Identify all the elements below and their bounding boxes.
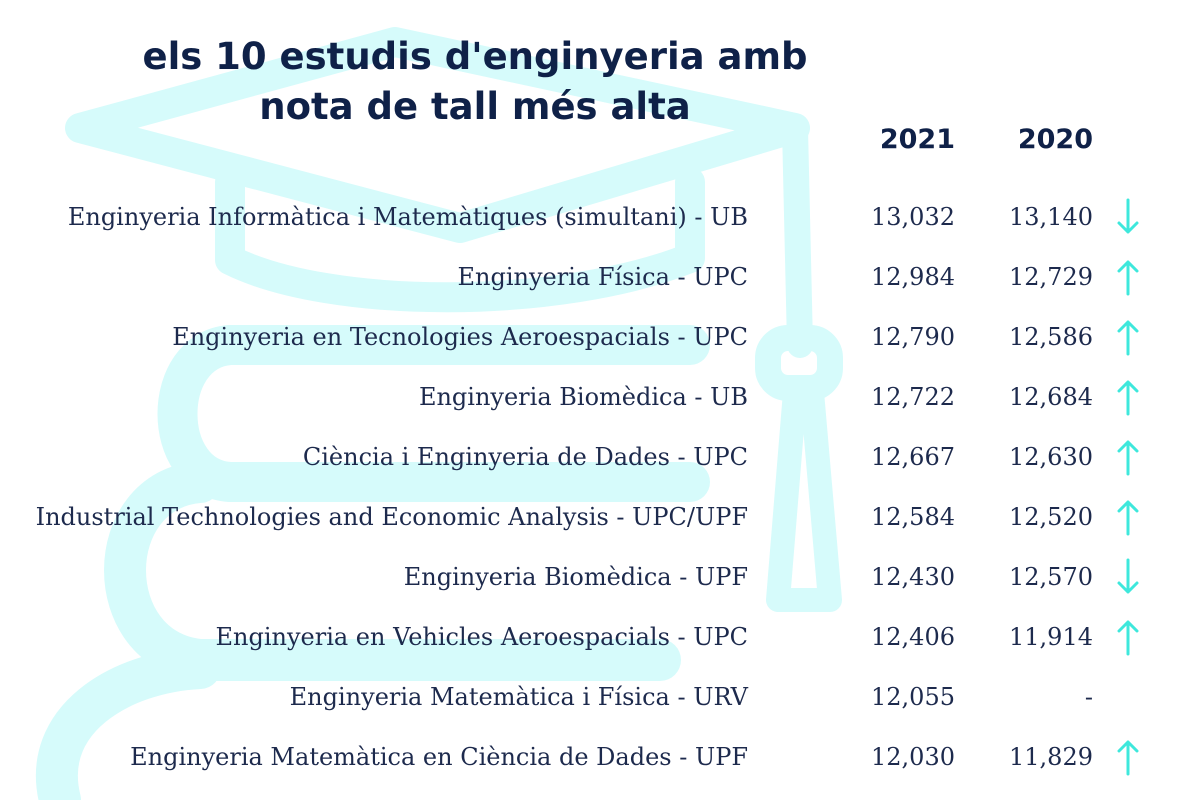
value-2020: 12,684: [1009, 383, 1093, 411]
arrow-up-icon: [1117, 620, 1139, 656]
table-row: Enginyeria en Tecnologies Aeroespacials …: [0, 317, 1200, 357]
table-row: Enginyeria Física - UPC 12,984 12,729: [0, 257, 1200, 297]
arrow-down-icon: [1117, 558, 1139, 594]
table-row: Enginyeria Biomèdica - UPF 12,430 12,570: [0, 557, 1200, 597]
chart-title: els 10 estudis d'enginyeria amb nota de …: [80, 32, 870, 132]
row-label: Ciència i Enginyeria de Dades - UPC: [302, 443, 748, 471]
row-label: Enginyeria Informàtica i Matemàtiques (s…: [67, 203, 748, 231]
row-label: Industrial Technologies and Economic Ana…: [35, 503, 748, 531]
value-2021: 12,030: [871, 743, 955, 771]
value-2020: 12,520: [1009, 503, 1093, 531]
value-2020: 12,729: [1009, 263, 1093, 291]
column-header-2021: 2021: [879, 124, 955, 155]
value-2021: 12,430: [871, 563, 955, 591]
table-row: Ciència i Enginyeria de Dades - UPC 12,66…: [0, 437, 1200, 477]
arrow-up-icon: [1117, 740, 1139, 776]
column-header-2020: 2020: [1017, 124, 1093, 155]
arrow-up-icon: [1117, 320, 1139, 356]
table-row: Industrial Technologies and Economic Ana…: [0, 497, 1200, 537]
arrow-up-icon: [1117, 380, 1139, 416]
value-2021: 12,406: [871, 623, 955, 651]
row-label: Enginyeria Matemàtica en Ciència de Dade…: [130, 743, 748, 771]
value-2021: 12,667: [871, 443, 955, 471]
chart-title-line-1: els 10 estudis d'enginyeria amb: [142, 35, 808, 78]
row-label: Enginyeria Matemàtica i Física - URV: [289, 683, 748, 711]
value-2020: -: [1084, 683, 1093, 711]
value-2020: 12,630: [1009, 443, 1093, 471]
row-label: Enginyeria Física - UPC: [457, 263, 749, 291]
row-label: Enginyeria Biomèdica - UB: [418, 383, 748, 411]
table-row: Enginyeria Matemàtica en Ciència de Dade…: [0, 737, 1200, 777]
row-label: Enginyeria Biomèdica - UPF: [403, 563, 748, 591]
row-label: Enginyeria en Tecnologies Aeroespacials …: [172, 323, 748, 351]
value-2021: 12,722: [871, 383, 955, 411]
arrow-down-icon: [1117, 198, 1139, 234]
table-row: Enginyeria Matemàtica i Física - URV 12,0…: [0, 677, 1200, 717]
value-2021: 12,055: [871, 683, 955, 711]
value-2021: 12,584: [871, 503, 955, 531]
value-2020: 11,914: [1009, 623, 1093, 651]
value-2021: 13,032: [871, 203, 955, 231]
table-row: Enginyeria Biomèdica - UB 12,722 12,684: [0, 377, 1200, 417]
chart-title-line-2: nota de tall més alta: [259, 85, 691, 128]
value-2021: 12,984: [871, 263, 955, 291]
value-2020: 13,140: [1009, 203, 1093, 231]
table-row: Enginyeria Informàtica i Matemàtiques (s…: [0, 197, 1200, 237]
table-row: Enginyeria en Vehicles Aeroespacials - U…: [0, 617, 1200, 657]
value-2020: 11,829: [1009, 743, 1093, 771]
arrow-up-icon: [1117, 440, 1139, 476]
row-label: Enginyeria en Vehicles Aeroespacials - U…: [215, 623, 748, 651]
value-2020: 12,570: [1009, 563, 1093, 591]
arrow-up-icon: [1117, 500, 1139, 536]
arrow-up-icon: [1117, 260, 1139, 296]
value-2021: 12,790: [871, 323, 955, 351]
value-2020: 12,586: [1009, 323, 1093, 351]
